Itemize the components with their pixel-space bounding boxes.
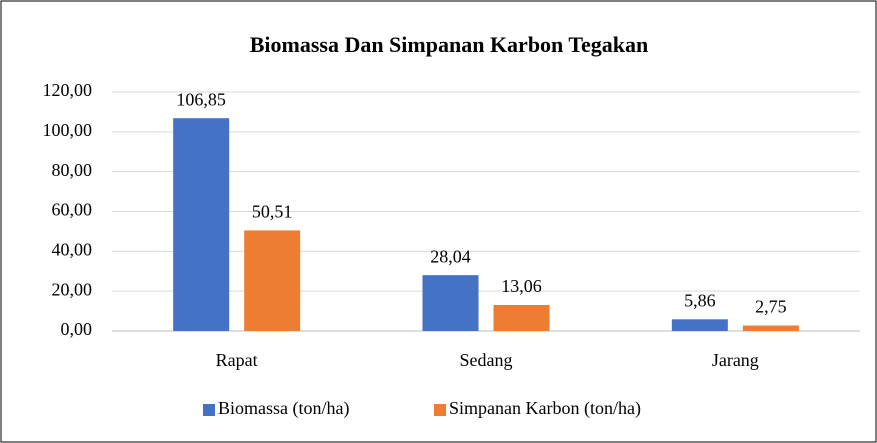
bar xyxy=(173,118,230,331)
y-tick-label: 100,00 xyxy=(43,120,93,140)
x-tick-label: Jarang xyxy=(712,350,759,370)
legend-swatch xyxy=(203,404,215,416)
bar xyxy=(671,319,728,331)
data-label: 2,75 xyxy=(755,297,787,317)
data-label: 28,04 xyxy=(430,246,471,266)
data-label: 106,85 xyxy=(176,89,226,109)
x-tick-label: Rapat xyxy=(216,350,258,370)
y-tick-label: 0,00 xyxy=(61,319,93,339)
data-label: 50,51 xyxy=(252,202,293,222)
y-tick-label: 60,00 xyxy=(52,200,93,220)
chart-title: Biomassa Dan Simpanan Karbon Tegakan xyxy=(250,32,649,57)
x-tick-label: Sedang xyxy=(460,350,513,370)
data-label: 5,86 xyxy=(684,290,716,310)
bar xyxy=(742,325,799,331)
y-tick-label: 80,00 xyxy=(52,160,93,180)
bar xyxy=(244,230,301,331)
bar xyxy=(422,275,479,331)
legend-swatch xyxy=(434,404,446,416)
data-label: 13,06 xyxy=(501,276,542,296)
legend-label: Biomassa (ton/ha) xyxy=(218,398,349,419)
y-tick-label: 120,00 xyxy=(43,80,93,100)
y-tick-label: 20,00 xyxy=(52,279,93,299)
legend-label: Simpanan Karbon (ton/ha) xyxy=(449,398,641,419)
y-tick-label: 40,00 xyxy=(52,239,93,259)
bar xyxy=(493,304,550,331)
